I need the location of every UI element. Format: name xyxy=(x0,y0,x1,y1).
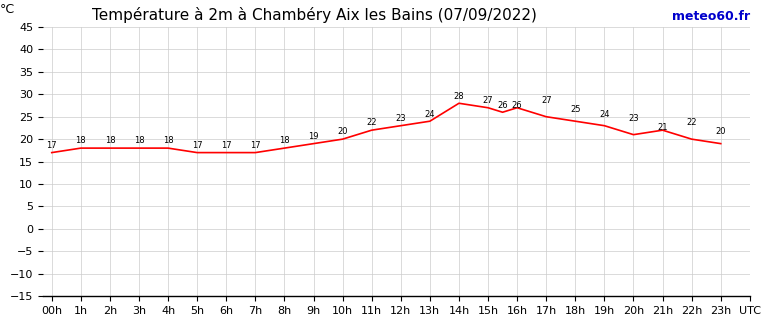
Text: 23: 23 xyxy=(628,114,639,123)
Text: 18: 18 xyxy=(279,136,290,145)
Text: meteo60.fr: meteo60.fr xyxy=(672,10,750,23)
Text: 22: 22 xyxy=(686,118,697,127)
Text: 21: 21 xyxy=(657,123,668,132)
Text: °C: °C xyxy=(0,3,15,16)
Text: 18: 18 xyxy=(134,136,145,145)
Text: 27: 27 xyxy=(541,96,552,105)
Text: 18: 18 xyxy=(76,136,86,145)
Text: 28: 28 xyxy=(454,92,464,100)
Text: 26: 26 xyxy=(497,100,508,109)
Text: 20: 20 xyxy=(337,127,348,136)
Text: 18: 18 xyxy=(163,136,174,145)
Text: 24: 24 xyxy=(599,109,610,118)
Text: 22: 22 xyxy=(366,118,377,127)
Text: 17: 17 xyxy=(47,141,57,150)
Text: 18: 18 xyxy=(105,136,116,145)
Text: 23: 23 xyxy=(396,114,406,123)
Text: 27: 27 xyxy=(483,96,493,105)
Text: 19: 19 xyxy=(308,132,319,141)
Text: Température à 2m à Chambéry Aix les Bains (07/09/2022): Température à 2m à Chambéry Aix les Bain… xyxy=(93,7,537,23)
Text: 26: 26 xyxy=(512,100,522,109)
Text: 17: 17 xyxy=(192,141,203,150)
Text: 17: 17 xyxy=(221,141,232,150)
Text: 25: 25 xyxy=(570,105,581,114)
Text: 20: 20 xyxy=(715,127,726,136)
Text: 24: 24 xyxy=(425,109,435,118)
Text: 17: 17 xyxy=(250,141,261,150)
